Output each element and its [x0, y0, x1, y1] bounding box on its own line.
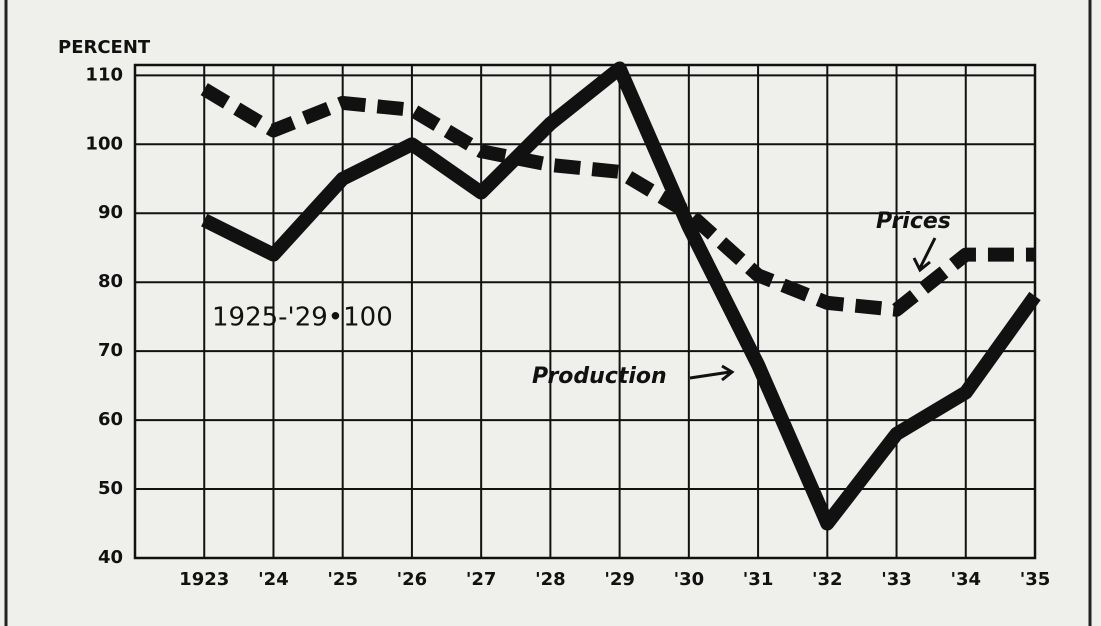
y-axis-label: PERCENT	[58, 37, 151, 58]
x-tick-label: '33	[881, 569, 912, 590]
page: PERCENT 1925-'29•100 40 50 60 70 80 90 100 110 1…	[0, 0, 1101, 626]
series-label: Prices	[876, 209, 951, 234]
annotation: 1925-'29•100	[212, 303, 393, 333]
x-tick-label: '25	[327, 569, 358, 590]
chart: PERCENT 1925-'29•100 40 50 60 70 80 90 100 110 1…	[0, 0, 1101, 626]
y-tick-label: 50	[98, 478, 123, 499]
x-tick-label: '29	[604, 569, 635, 590]
x-tick-label: '24	[258, 569, 289, 590]
x-tick-label: '27	[466, 569, 497, 590]
x-tick-label: '34	[950, 569, 981, 590]
x-tick-label: '32	[812, 569, 843, 590]
y-tick-label: 40	[98, 547, 123, 568]
y-tick-label: 100	[85, 133, 123, 154]
x-tick-label: '28	[535, 569, 566, 590]
series-label: Production	[532, 364, 667, 389]
y-tick-label: 110	[85, 64, 123, 85]
x-tick-label: '30	[674, 569, 705, 590]
y-tick-label: 80	[98, 271, 123, 292]
x-tick-label: '31	[743, 569, 774, 590]
y-tick-label: 90	[98, 202, 123, 223]
y-tick-label: 60	[98, 409, 123, 430]
x-tick-label: '26	[397, 569, 428, 590]
y-tick-label: 70	[98, 340, 123, 361]
x-tick-label: 1923	[179, 569, 229, 590]
x-tick-label: '35	[1020, 569, 1051, 590]
